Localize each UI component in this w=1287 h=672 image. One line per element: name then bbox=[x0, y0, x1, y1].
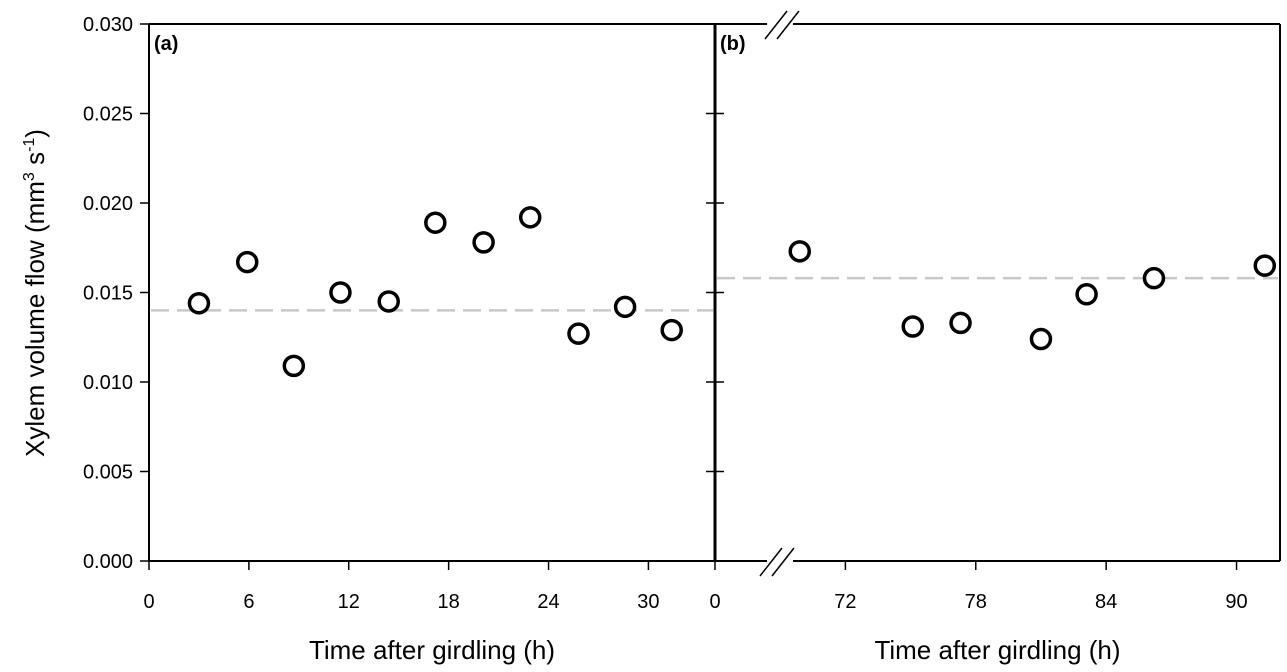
x-tick-label: 84 bbox=[1095, 591, 1117, 613]
y-tick-label: 0.030 bbox=[83, 14, 133, 36]
y-axis: 0.000 0.005 0.010 0.015 0.020 0.025 0.030 bbox=[83, 14, 149, 573]
data-point bbox=[613, 295, 637, 319]
axis-break-mark-top bbox=[764, 10, 788, 40]
x-tick-label: 78 bbox=[965, 591, 987, 613]
y-tick-label: 0.015 bbox=[83, 283, 133, 305]
y-axis-title: Xylem volume flow (mm3 s-1) bbox=[20, 129, 50, 457]
data-point bbox=[660, 318, 683, 342]
data-point bbox=[282, 354, 306, 378]
data-point bbox=[1029, 327, 1053, 351]
data-point bbox=[1075, 283, 1098, 306]
y-tick-label: 0.025 bbox=[83, 104, 133, 126]
data-point bbox=[424, 211, 447, 234]
y-tick-label: 0.010 bbox=[83, 372, 133, 394]
data-point bbox=[187, 291, 211, 315]
panel-a: 0 6 12 18 24 30 (a) Time after girdling (h) bbox=[143, 23, 716, 665]
data-point bbox=[901, 315, 924, 338]
x-tick-label: 30 bbox=[637, 591, 659, 613]
y-tick-label: 0.020 bbox=[83, 193, 133, 215]
x-tick-label: 24 bbox=[537, 591, 559, 613]
y-tick-label: 0.005 bbox=[83, 462, 133, 484]
data-point bbox=[518, 206, 542, 229]
x-tick-label: 18 bbox=[438, 591, 460, 613]
axis-break-mark-bottom bbox=[759, 547, 783, 577]
x-tick-label: 72 bbox=[834, 591, 856, 613]
x-tick-label: 6 bbox=[243, 591, 254, 613]
panel-b: 0 72 78 84 90 (b) Time after girdling (h) bbox=[706, 10, 1281, 665]
x-tick-label: 0 bbox=[709, 591, 720, 613]
data-point bbox=[1253, 254, 1277, 277]
data-point bbox=[472, 231, 495, 254]
axis-break-mark-top bbox=[776, 10, 800, 40]
x-tick-label: 90 bbox=[1225, 591, 1247, 613]
data-point bbox=[788, 240, 811, 263]
panel-label: (b) bbox=[720, 33, 746, 55]
x-tick-label: 12 bbox=[338, 591, 360, 613]
data-point bbox=[329, 281, 352, 304]
axis-break-mark-bottom bbox=[771, 547, 795, 577]
data-point bbox=[235, 250, 259, 274]
panel-label: (a) bbox=[154, 33, 178, 55]
data-point bbox=[1142, 266, 1166, 290]
data-point bbox=[377, 290, 400, 313]
data-point bbox=[949, 311, 972, 335]
x-axis-title: Time after girdling (h) bbox=[874, 635, 1120, 665]
data-point bbox=[567, 322, 590, 345]
x-axis-title: Time after girdling (h) bbox=[309, 635, 555, 665]
y-tick-label: 0.000 bbox=[83, 551, 133, 573]
x-tick-label: 0 bbox=[143, 591, 154, 613]
